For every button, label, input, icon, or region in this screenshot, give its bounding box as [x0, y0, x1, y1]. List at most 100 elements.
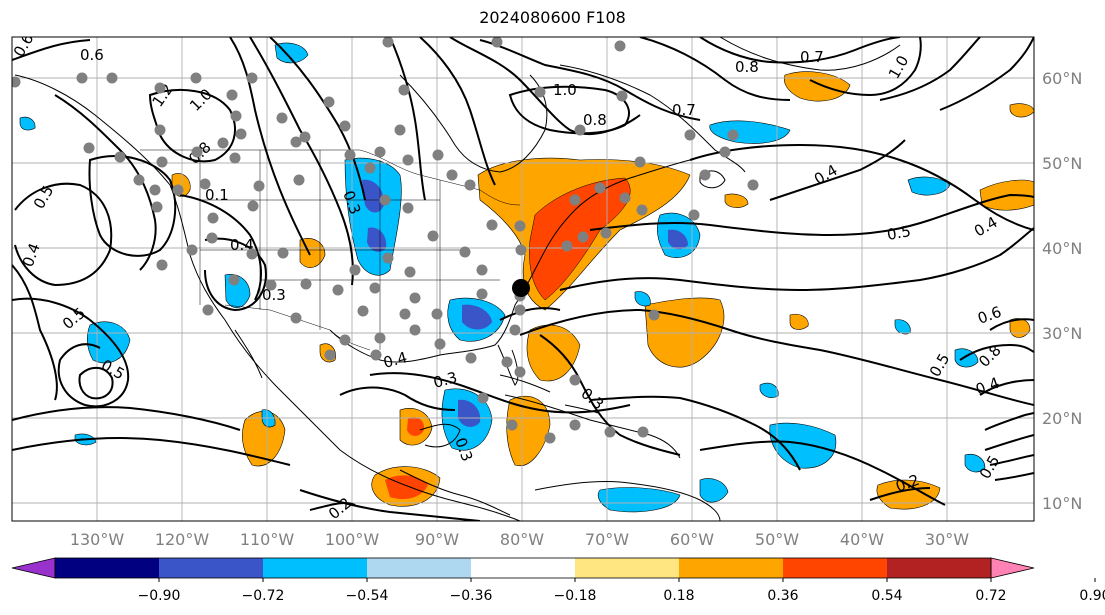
negative-anomaly-region	[759, 382, 779, 398]
negative-anomaly-region	[87, 321, 131, 364]
station-dot	[446, 169, 458, 181]
station-dot	[634, 156, 646, 168]
graticule	[12, 37, 1034, 521]
station-dot	[574, 124, 586, 136]
lon-tick-label: 90°W	[415, 530, 459, 549]
negative-anomaly-region	[274, 42, 309, 64]
station-dot	[324, 349, 336, 361]
station-dot	[83, 142, 95, 154]
positive-anomaly-region	[783, 71, 851, 102]
station-dot	[688, 209, 700, 221]
station-dot	[133, 174, 145, 186]
station-dot	[477, 392, 489, 404]
station-dot	[114, 151, 126, 163]
longitude-labels: 130°W 120°W 110°W 100°W 90°W 80°W 70°W 6…	[70, 530, 969, 549]
contour-label: 0.8	[583, 111, 607, 129]
station-dot	[431, 308, 443, 320]
station-dot	[404, 266, 416, 278]
station-dot	[614, 40, 626, 52]
station-dot	[357, 305, 369, 317]
us-canada-border	[140, 149, 521, 206]
station-dot	[349, 264, 361, 276]
strong-negative-anomaly	[668, 229, 688, 250]
station-dot	[501, 356, 513, 368]
contour-label: 0.4	[381, 348, 409, 372]
lon-tick-label: 100°W	[325, 530, 380, 549]
station-dot	[514, 366, 526, 378]
lon-tick-label: 50°W	[755, 530, 799, 549]
baja-california	[234, 329, 263, 379]
contour-label: 0.4	[230, 236, 254, 254]
contour-label: 0.3	[262, 286, 286, 304]
storm-center-marker	[512, 279, 530, 297]
contour-label: 0.6	[80, 46, 104, 64]
station-dot	[230, 110, 242, 122]
lat-tick-label: 10°N	[1042, 494, 1082, 513]
colorbar-tick-label: 0.18	[663, 588, 694, 604]
negative-anomaly-region	[769, 422, 837, 469]
station-dot	[290, 312, 302, 324]
station-dot	[544, 432, 556, 444]
station-dot	[246, 248, 258, 260]
lon-tick-label: 80°W	[500, 530, 544, 549]
station-dot	[569, 374, 581, 386]
negative-anomaly-region	[964, 453, 986, 473]
lon-tick-label: 120°W	[155, 530, 210, 549]
station-dot	[747, 179, 759, 191]
station-dot	[374, 332, 386, 344]
newfoundland	[699, 170, 726, 189]
station-dot	[206, 232, 218, 244]
station-dot	[156, 156, 168, 168]
station-dot	[514, 220, 526, 232]
station-dot	[276, 112, 288, 124]
station-dot	[364, 162, 376, 174]
shaded-fields	[19, 42, 1034, 513]
contour-lines	[12, 37, 1034, 521]
station-dot	[509, 324, 521, 336]
station-dot	[229, 152, 241, 164]
hispaniola	[564, 404, 599, 414]
colorbar-swatch	[887, 558, 991, 578]
station-dot	[202, 304, 214, 316]
station-dot	[534, 86, 546, 98]
positive-anomaly-region	[724, 193, 749, 208]
caribbean-islands	[504, 394, 681, 459]
map-frame	[11, 36, 1035, 522]
station-dot	[246, 72, 258, 84]
station-dot	[344, 149, 356, 161]
lon-tick-label: 130°W	[70, 530, 125, 549]
station-dot	[515, 244, 527, 256]
colorbar-swatch	[471, 558, 575, 578]
colorbar-tick-label: −0.36	[450, 588, 493, 604]
hudson-bay	[399, 74, 548, 173]
station-dot	[719, 146, 731, 158]
station-dot	[207, 212, 219, 224]
plot-title: 2024080600 F108	[479, 8, 626, 27]
colorbar-extend-low	[11, 557, 56, 579]
strong-negative-anomaly	[367, 227, 387, 252]
station-dot	[465, 352, 477, 364]
station-dot	[265, 279, 277, 291]
lon-tick-label: 70°W	[585, 530, 629, 549]
yucatan	[419, 423, 461, 448]
colorbar-frame	[54, 557, 992, 579]
station-dot	[191, 146, 203, 158]
station-dot	[594, 182, 606, 194]
station-dot	[154, 124, 166, 136]
station-dot	[253, 180, 265, 192]
north-america-west-coast	[14, 74, 521, 521]
station-dot	[290, 136, 302, 148]
strong-positive-anomaly	[407, 417, 425, 436]
contour-label: 0.5	[886, 222, 913, 244]
coastlines	[14, 37, 901, 521]
colorbar-tick-label: −0.90	[138, 588, 181, 604]
station-dot	[323, 96, 335, 108]
station-dot	[616, 90, 628, 102]
colorbar-swatch	[159, 558, 263, 578]
station-dot	[427, 230, 439, 242]
colorbar-swatch	[55, 558, 159, 578]
station-dot	[399, 308, 411, 320]
station-dot	[459, 246, 471, 258]
station-dot	[569, 194, 581, 206]
